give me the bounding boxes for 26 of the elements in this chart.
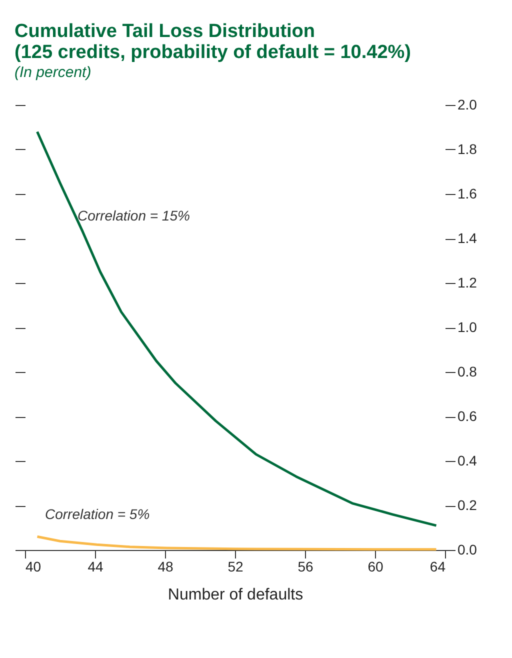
line-series	[36, 535, 438, 551]
x-tick-label: 60	[368, 558, 384, 574]
x-tick-label: 48	[158, 558, 174, 574]
y-tick-label: 0.6	[458, 408, 478, 424]
x-axis-title: Number of defaults	[168, 586, 304, 604]
y-tick-label: 1.6	[458, 186, 478, 202]
y-tick-label: 0.4	[458, 452, 478, 468]
text: (125 credits, probability of default = 10.42%)	[14, 42, 411, 63]
y-tick-label: 1.0	[458, 319, 478, 335]
x-tick-label: 40	[26, 558, 42, 574]
annotation: Correlation = 15%	[78, 207, 190, 224]
y-tick-label: 1.4	[458, 230, 478, 246]
x-tick-label: 64	[430, 558, 446, 574]
text: Cumulative Tail Loss Distribution	[14, 21, 316, 42]
y-tick-label: 0.2	[458, 497, 478, 513]
x-tick-label: 44	[88, 558, 104, 574]
line-series	[36, 130, 438, 527]
y-tick-label: 2.0	[458, 96, 478, 112]
y-tick-label: 1.8	[458, 141, 478, 157]
chart-subtitle: (In percent)	[14, 64, 92, 81]
y-tick-label: 0.0	[458, 542, 478, 558]
annotation: Correlation = 5%	[45, 506, 150, 522]
x-tick-label: 52	[228, 558, 244, 574]
y-tick-label: 1.2	[458, 274, 478, 290]
x-tick-label: 56	[298, 558, 314, 574]
y-tick-label: 0.8	[458, 364, 478, 380]
